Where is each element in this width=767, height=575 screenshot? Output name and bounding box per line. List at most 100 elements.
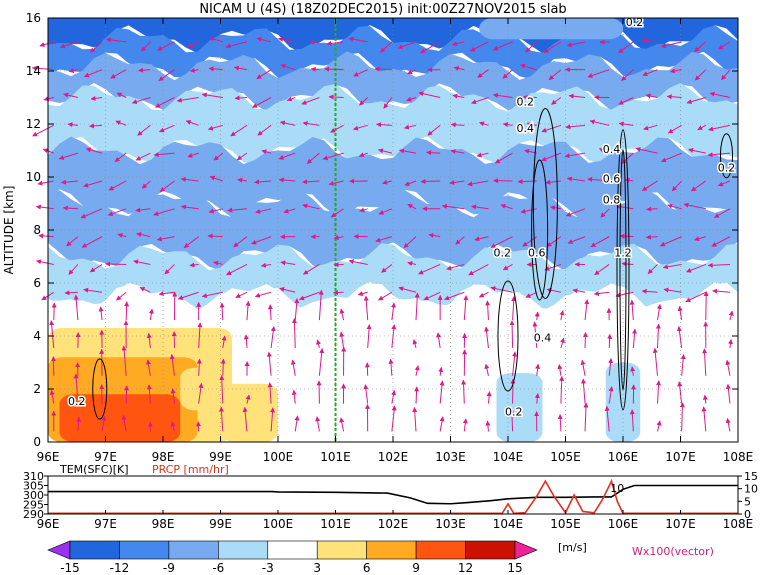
wind-vector (686, 97, 706, 105)
precipitation-line (48, 478, 738, 514)
colorbar-tick-label: 15 (507, 561, 522, 575)
wind-vector (607, 333, 613, 348)
wind-vector (455, 236, 465, 245)
wind-vector (462, 418, 468, 432)
wind-vector (438, 366, 444, 376)
wind-vector (446, 263, 465, 271)
colorbar-tick-label: 6 (363, 561, 371, 575)
wind-vector (412, 407, 418, 432)
wind-vector (374, 66, 392, 72)
wind-vector (257, 124, 272, 136)
wind-vector (357, 291, 368, 297)
wind-vector (694, 69, 707, 81)
wind-vector (587, 69, 610, 78)
x-tick-label: 98E (152, 450, 175, 464)
wind-vector (548, 69, 562, 81)
contour-label: 0.2 (517, 95, 535, 108)
wind-vector (170, 421, 176, 432)
wind-vector (245, 394, 251, 404)
y-tick-label: 6 (33, 276, 41, 290)
wind-vector (348, 259, 368, 265)
wind-vector (418, 91, 441, 98)
wind-vector (76, 416, 82, 432)
wind-vector (725, 418, 731, 432)
wind-vector (509, 408, 515, 432)
wind-vector (721, 69, 731, 81)
wind-vector (545, 179, 561, 185)
surface-left-label: TEM(SFC)[K] (59, 463, 129, 476)
contour-line (497, 280, 519, 392)
wind-vector (376, 122, 392, 128)
wind-vector (225, 41, 248, 49)
wind-vector (110, 69, 127, 79)
wind-vector (677, 381, 683, 404)
contour-label: 0.2 (505, 406, 523, 419)
contour-line (619, 149, 627, 391)
wind-vector (378, 208, 393, 215)
wind-vector (712, 288, 730, 294)
wind-vector (234, 95, 247, 101)
wind-vector (629, 299, 635, 321)
wind-vector (348, 36, 368, 43)
colorbar-swatch (514, 540, 538, 560)
wind-vector (391, 302, 396, 321)
wind-vector (83, 287, 103, 293)
wind-vector (680, 354, 686, 376)
surface-left-tick-label: 310 (23, 470, 44, 483)
wind-vector (669, 68, 682, 74)
wind-vector (666, 94, 682, 100)
wind-vector (659, 236, 682, 247)
surface-x-tick-label: 97E (94, 517, 117, 531)
wind-vector (572, 288, 586, 294)
wind-vector (227, 207, 247, 213)
wind-vector (532, 321, 538, 348)
wind-vector (156, 236, 175, 242)
wind-vector (36, 259, 54, 265)
contour-label: 0.8 (603, 194, 621, 207)
wind-vector (485, 420, 491, 432)
colorbar-tick-label: -3 (262, 561, 274, 575)
wind-vector (302, 121, 320, 126)
wind-vector (233, 236, 248, 248)
wind-vector (474, 236, 489, 242)
wind-vector (728, 310, 734, 321)
y-tick-label: 8 (33, 223, 41, 237)
wind-vector (450, 149, 465, 154)
wind-vector (414, 386, 420, 404)
wind-vector (624, 177, 634, 183)
wind-vector (619, 233, 634, 239)
wind-vector (278, 177, 296, 183)
wind-vector (383, 97, 393, 109)
wind-vector (328, 94, 344, 100)
wind-vector (133, 259, 151, 265)
colorbar-tick-label: -9 (163, 561, 175, 575)
wind-vector (492, 92, 513, 98)
colorbar-swatch (415, 540, 466, 560)
wind-vector (567, 236, 586, 244)
wind-vector (170, 388, 176, 404)
wind-vector (709, 91, 731, 98)
surface-x-tick-label: 104E (493, 517, 524, 531)
wind-vector (725, 359, 731, 376)
wind-vector (667, 203, 682, 210)
colorbar-swatch (168, 540, 219, 560)
wind-vector (485, 300, 491, 321)
wind-vector (221, 335, 227, 349)
wind-vector (594, 264, 610, 276)
wind-vector (158, 69, 175, 82)
x-tick-label: 101E (320, 450, 351, 464)
wind-vector (559, 375, 565, 404)
wind-vector (512, 351, 518, 376)
wind-vector (85, 147, 103, 154)
x-tick-label: 96E (37, 450, 60, 464)
wind-vector (718, 41, 731, 50)
wind-vector (185, 120, 199, 126)
wind-vector (207, 233, 223, 239)
wind-vector (380, 41, 393, 53)
wind-vector (618, 41, 634, 54)
wind-vector (484, 363, 490, 376)
colorbar-tick-label: 12 (458, 561, 473, 575)
wind-vector (420, 178, 441, 184)
wind-vector (643, 124, 658, 131)
x-tick-label: 100E (263, 450, 294, 464)
